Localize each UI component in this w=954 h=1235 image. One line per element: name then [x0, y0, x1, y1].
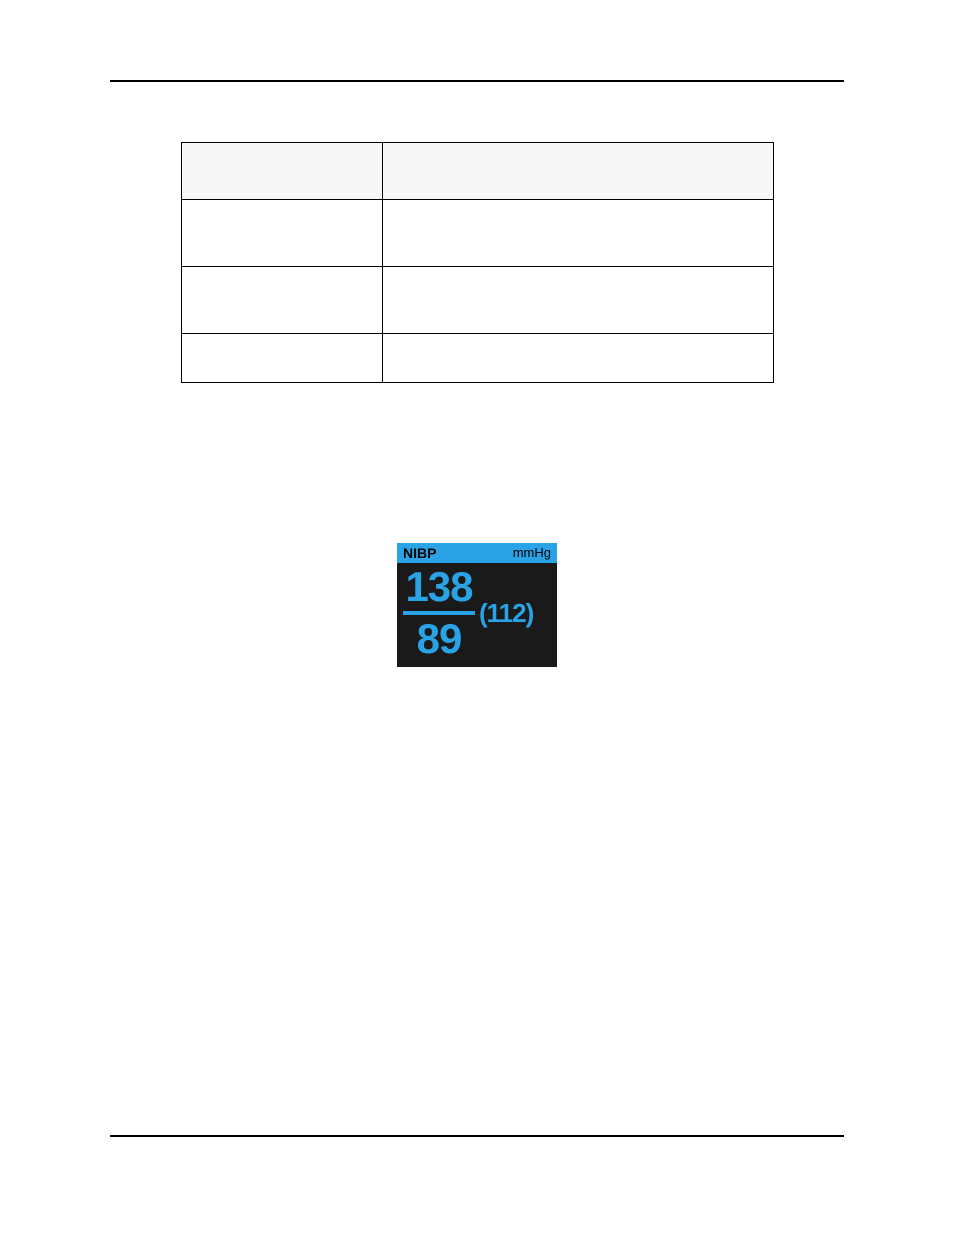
table-header-row — [181, 143, 773, 200]
nibp-widget: NIBP mmHg 138 89 (112) — [397, 543, 557, 667]
table-cell — [382, 267, 773, 334]
table-row — [181, 200, 773, 267]
table-row — [181, 334, 773, 383]
page: NIBP mmHg 138 89 (112) — [0, 0, 954, 1235]
table-row — [181, 267, 773, 334]
table-header-cell — [382, 143, 773, 200]
nibp-unit: mmHg — [513, 543, 551, 563]
table-cell — [181, 200, 382, 267]
nibp-body: 138 89 (112) — [397, 563, 557, 667]
table-cell — [382, 200, 773, 267]
nibp-fraction: 138 89 — [403, 566, 475, 660]
table-cell — [382, 334, 773, 383]
table-cell — [181, 267, 382, 334]
bottom-rule — [110, 1135, 844, 1137]
table-header-cell — [181, 143, 382, 200]
top-rule — [110, 80, 844, 82]
table-cell — [181, 334, 382, 383]
spec-table — [181, 142, 774, 383]
nibp-map: (112) — [479, 598, 533, 629]
nibp-header: NIBP mmHg — [397, 543, 557, 563]
nibp-diastolic: 89 — [417, 618, 462, 660]
nibp-systolic: 138 — [405, 566, 472, 608]
nibp-label: NIBP — [403, 543, 436, 563]
